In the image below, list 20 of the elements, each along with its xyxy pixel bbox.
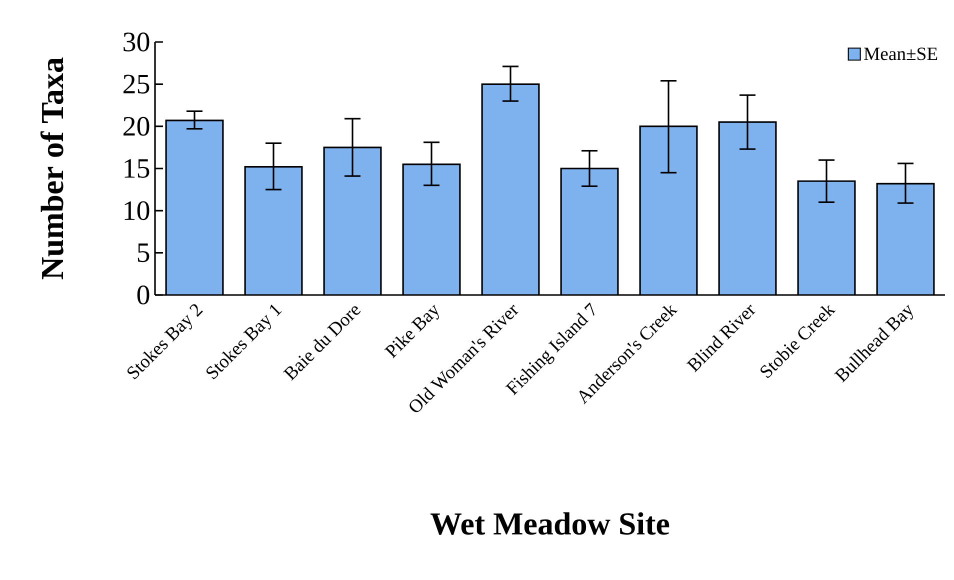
bar	[561, 168, 618, 295]
bar	[482, 84, 539, 295]
bar	[324, 147, 381, 295]
bar	[245, 166, 302, 295]
legend-label: Mean±SE	[864, 48, 938, 60]
bar	[166, 120, 223, 295]
y-tick-label: 20	[124, 116, 150, 136]
y-tick-label: 30	[124, 32, 150, 52]
y-tick-label: 0	[137, 286, 150, 304]
y-tick-label: 5	[138, 244, 150, 262]
y-tick-label: 10	[124, 201, 150, 220]
y-tick-label: 25	[124, 74, 150, 94]
y-axis-title: Number of Taxa	[40, 58, 64, 280]
bar	[403, 164, 460, 295]
y-tick-label: 15	[124, 159, 150, 178]
bar	[640, 126, 697, 295]
x-axis-title: Wet Meadow Site	[430, 512, 670, 535]
bar	[719, 122, 776, 295]
x-tick-label: Pike Bay	[384, 304, 439, 358]
bar	[798, 181, 855, 295]
